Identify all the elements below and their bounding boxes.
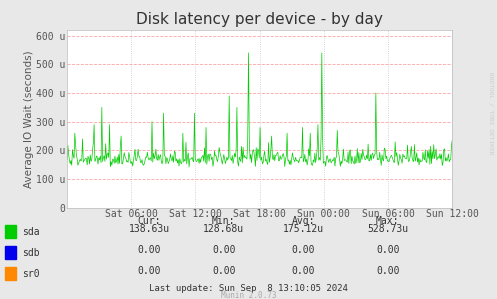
Text: 175.12u: 175.12u [283, 224, 324, 234]
Text: 0.00: 0.00 [376, 266, 400, 276]
Text: 528.73u: 528.73u [367, 224, 408, 234]
Text: Max:: Max: [376, 216, 400, 226]
Text: sdb: sdb [22, 248, 39, 258]
Text: RRDTOOL / TOBI OETIKER: RRDTOOL / TOBI OETIKER [489, 72, 494, 155]
Text: Avg:: Avg: [291, 216, 315, 226]
Text: 0.00: 0.00 [212, 266, 236, 276]
Text: 0.00: 0.00 [137, 245, 161, 255]
Text: sda: sda [22, 227, 39, 237]
Text: 0.00: 0.00 [212, 245, 236, 255]
Text: 0.00: 0.00 [291, 266, 315, 276]
Text: Min:: Min: [212, 216, 236, 226]
Text: 0.00: 0.00 [376, 245, 400, 255]
Text: 138.63u: 138.63u [129, 224, 169, 234]
Y-axis label: Average IO Wait (seconds): Average IO Wait (seconds) [23, 50, 34, 188]
Text: Last update: Sun Sep  8 13:10:05 2024: Last update: Sun Sep 8 13:10:05 2024 [149, 284, 348, 293]
Text: 0.00: 0.00 [291, 245, 315, 255]
Text: 0.00: 0.00 [137, 266, 161, 276]
Text: Cur:: Cur: [137, 216, 161, 226]
Title: Disk latency per device - by day: Disk latency per device - by day [136, 12, 383, 27]
Text: sr0: sr0 [22, 269, 39, 279]
Text: Munin 2.0.73: Munin 2.0.73 [221, 291, 276, 299]
Text: 128.68u: 128.68u [203, 224, 244, 234]
